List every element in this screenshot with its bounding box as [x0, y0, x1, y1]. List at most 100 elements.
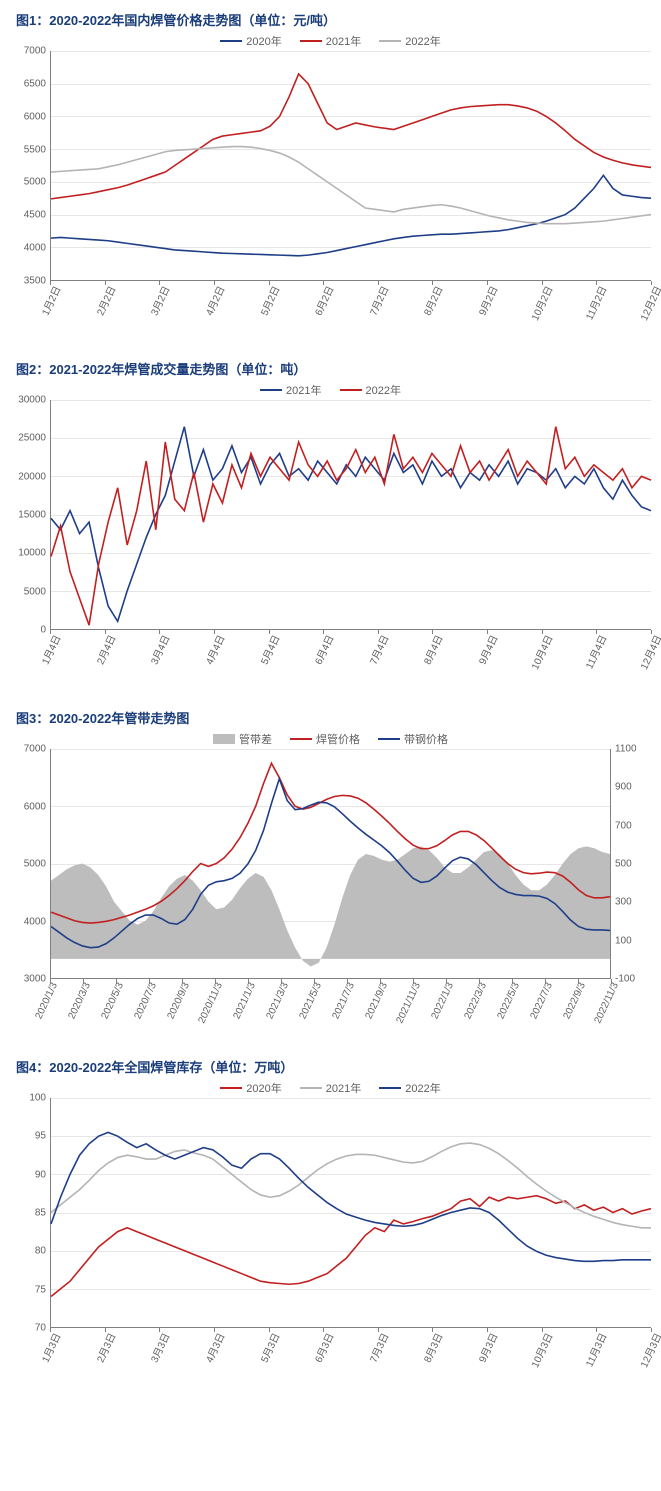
x-tick-label: 5月2日 — [255, 283, 282, 318]
x-tick-label: 11月4日 — [581, 632, 610, 671]
x-tick-label: 2月4日 — [91, 632, 118, 667]
x-tick-label: 2021/1/3 — [232, 981, 258, 1021]
legend-swatch — [213, 734, 235, 744]
x-tick-mark — [159, 281, 160, 285]
x-tick-label: 1月2日 — [37, 283, 64, 318]
x-tick-mark — [380, 979, 381, 983]
y-tick-label: 20000 — [18, 471, 46, 482]
chart-block: 图2：2021-2022年焊管成交量走势图（单位：吨） 2021年 2022年 050… — [10, 359, 651, 690]
chart-plot-area: 30004000500060007000-1001003005007009001… — [10, 749, 651, 979]
legend-label: 2020年 — [246, 1080, 281, 1096]
area-series — [51, 846, 610, 966]
x-tick-label: 11月2日 — [581, 283, 610, 322]
y-tick-label: 3000 — [24, 974, 46, 985]
y-tick-label: 900 — [615, 782, 632, 793]
x-tick-label: 8月4日 — [419, 632, 446, 667]
chart-title: 图1：2020-2022年国内焊管价格走势图（单位：元/吨） — [10, 10, 651, 29]
legend-label: 2021年 — [326, 1080, 361, 1096]
x-tick-mark — [578, 979, 579, 983]
legend: 2020年 2021年 2022年 — [10, 1080, 651, 1096]
legend-label: 2022年 — [405, 33, 440, 49]
x-tick-label: 2022/11/3 — [593, 981, 621, 1025]
x-tick-mark — [269, 281, 270, 285]
x-tick-label: 2021/3/3 — [265, 981, 291, 1021]
legend: 管带差焊管价格带钢价格 — [10, 731, 651, 747]
x-axis: 1月2日2月2日3月2日4月2日5月2日6月2日7月2日8月2日9月2日10月2… — [50, 281, 651, 341]
y-tick-label: 5000 — [24, 177, 46, 188]
x-tick-mark — [214, 630, 215, 634]
x-tick-label: 2022/3/3 — [463, 981, 489, 1021]
line-series — [51, 147, 651, 224]
chart-title: 图2：2021-2022年焊管成交量走势图（单位：吨） — [10, 359, 651, 378]
y-axis: 050001000015000200002500030000 — [10, 400, 50, 630]
y-axis: 707580859095100 — [10, 1098, 50, 1328]
legend-item: 2021年 — [260, 382, 321, 398]
x-tick-label: 3月2日 — [146, 283, 173, 318]
x-tick-mark — [432, 281, 433, 285]
x-tick-mark — [512, 979, 513, 983]
x-tick-label: 9月2日 — [474, 283, 501, 318]
y-tick-label: 7000 — [24, 744, 46, 755]
x-tick-mark — [50, 1328, 51, 1332]
x-tick-label: 12月4日 — [635, 632, 661, 672]
chart-block: 图4：2020-2022年全国焊管库存（单位：万吨） 2020年 2021年 2022… — [10, 1057, 651, 1388]
chart-plot-area: 050001000015000200002500030000 — [10, 400, 651, 630]
legend: 2020年2021年2022年 — [10, 33, 651, 49]
y-tick-label: 6500 — [24, 78, 46, 89]
x-tick-mark — [50, 979, 51, 983]
x-tick-label: 3月4日 — [146, 632, 173, 667]
x-tick-label: 2022/1/3 — [430, 981, 456, 1021]
legend-swatch — [300, 40, 322, 42]
x-tick-label: 7月4日 — [365, 632, 392, 667]
y-tick-label: 1100 — [615, 744, 637, 755]
x-tick-label: 8月3日 — [419, 1330, 446, 1365]
y-tick-label: 30000 — [18, 395, 46, 406]
x-tick-mark — [83, 979, 84, 983]
x-tick-mark — [269, 1328, 270, 1332]
x-axis: 2020/1/32020/3/32020/5/32020/7/32020/9/3… — [50, 979, 611, 1039]
lines-svg — [51, 749, 610, 978]
y-tick-label: 6000 — [24, 111, 46, 122]
y-tick-label: 4000 — [24, 916, 46, 927]
x-tick-mark — [182, 979, 183, 983]
x-tick-label: 5月4日 — [255, 632, 282, 667]
plot — [50, 1098, 651, 1328]
x-tick-label: 8月2日 — [419, 283, 446, 318]
x-tick-label: 2020/11/3 — [197, 981, 225, 1025]
x-tick-label: 1月3日 — [37, 1330, 64, 1365]
x-tick-mark — [323, 1328, 324, 1332]
chart-block: 图3：2020-2022年管带走势图管带差焊管价格带钢价格30004000500… — [10, 708, 651, 1039]
x-tick-label: 2022/7/3 — [529, 981, 555, 1021]
y-tick-label: 4500 — [24, 210, 46, 221]
x-tick-mark — [149, 979, 150, 983]
x-tick-mark — [545, 979, 546, 983]
x-tick-mark — [596, 630, 597, 634]
x-tick-mark — [479, 979, 480, 983]
x-tick-mark — [611, 979, 612, 983]
x-axis: 1月3日2月3日3月3日4月3日5月3日6月3日7月3日8月3日9月3日10月3… — [50, 1328, 651, 1388]
x-tick-mark — [323, 281, 324, 285]
x-tick-label: 2021/9/3 — [364, 981, 390, 1021]
chart-title: 图4：2020-2022年全国焊管库存（单位：万吨） — [10, 1057, 651, 1076]
legend-item: 2022年 — [379, 1080, 440, 1096]
x-tick-mark — [214, 1328, 215, 1332]
x-tick-mark — [542, 630, 543, 634]
x-tick-label: 3月3日 — [146, 1330, 173, 1365]
y-tick-label: 10000 — [18, 548, 46, 559]
x-tick-mark — [281, 979, 282, 983]
x-tick-label: 9月3日 — [474, 1330, 501, 1365]
y-tick-label: 90 — [35, 1169, 46, 1180]
line-series — [51, 175, 651, 255]
lines-svg — [51, 51, 651, 280]
x-tick-label: 2022/5/3 — [496, 981, 522, 1021]
x-tick-label: 12月3日 — [635, 1330, 661, 1370]
y-tick-label: 5000 — [24, 859, 46, 870]
legend-label: 2021年 — [286, 382, 321, 398]
legend-label: 2022年 — [366, 382, 401, 398]
x-tick-label: 2020/3/3 — [67, 981, 93, 1021]
legend-item: 2022年 — [379, 33, 440, 49]
line-series — [51, 1132, 651, 1261]
x-tick-mark — [596, 1328, 597, 1332]
x-tick-mark — [487, 630, 488, 634]
x-tick-mark — [378, 281, 379, 285]
